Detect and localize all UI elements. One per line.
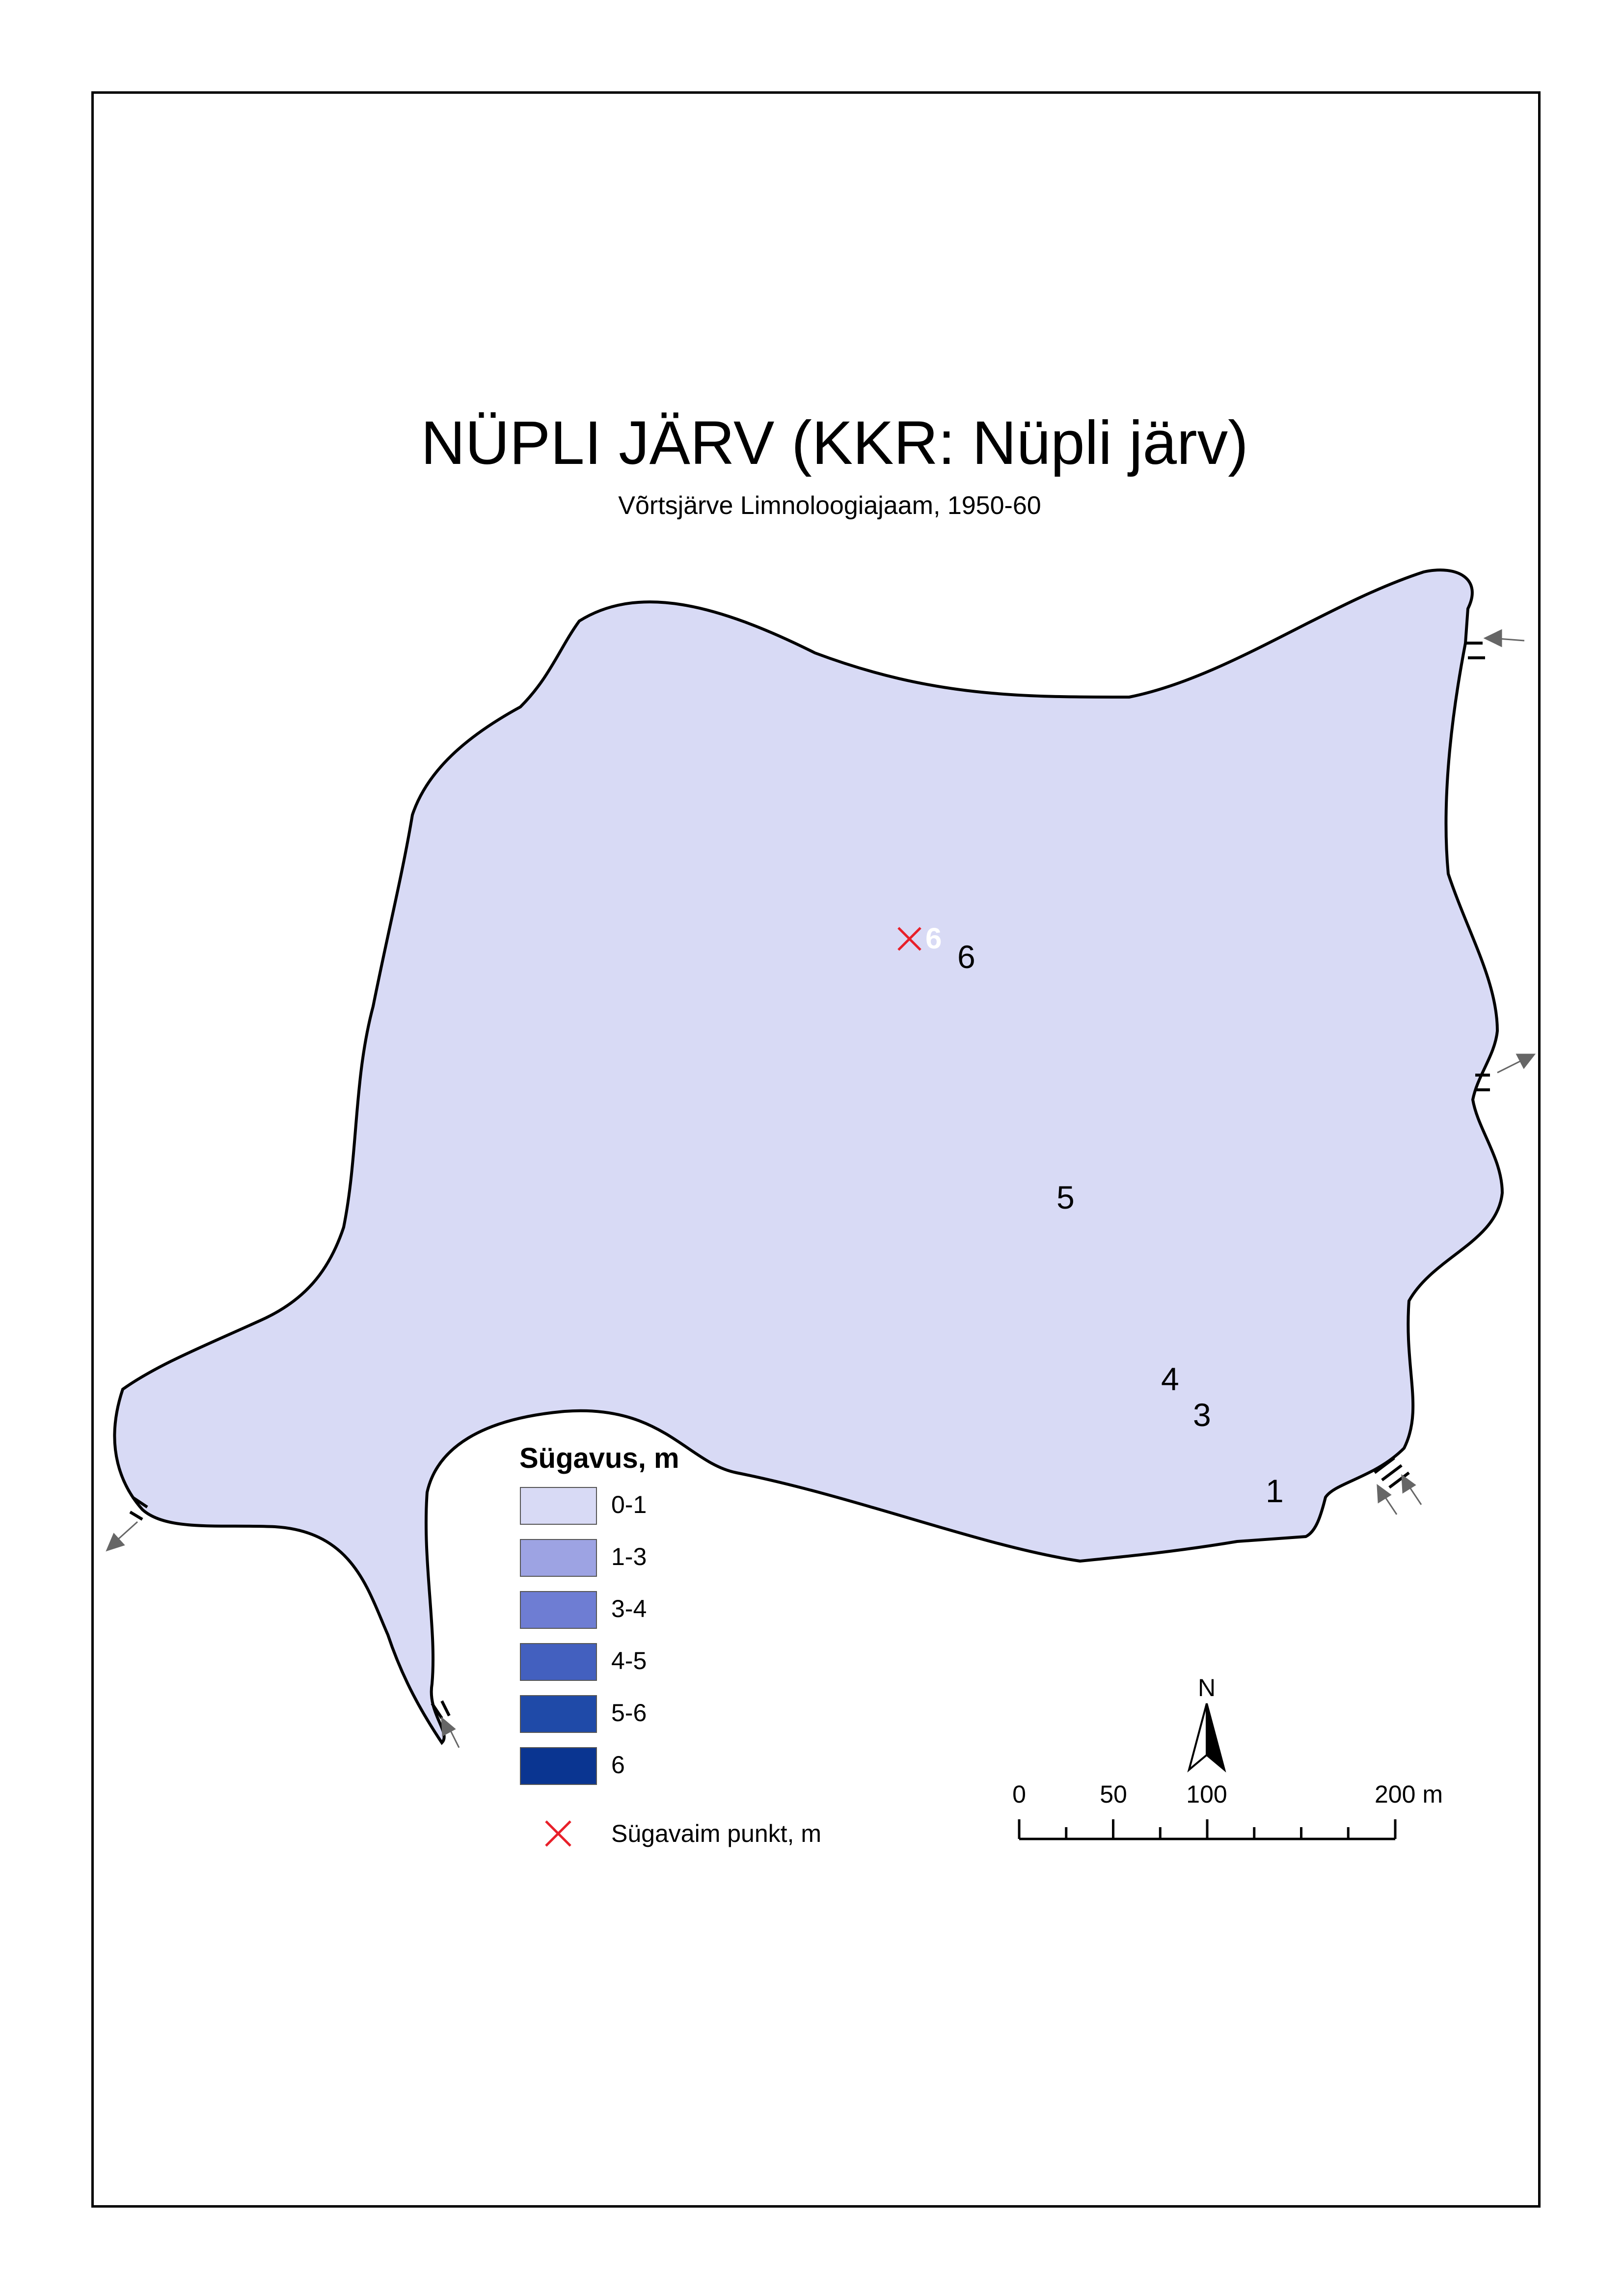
- deepest-point-x-b: [897, 927, 921, 951]
- legend-swatch-3-4: [520, 1591, 597, 1629]
- deepest-point-marker: [897, 927, 921, 951]
- north-arrow-right-half: [1206, 1703, 1226, 1773]
- channel-marker-s: [431, 1700, 451, 1719]
- flow-arrow-e-head: [1516, 1053, 1536, 1069]
- legend: Sügavus, m 0-1 1-3 3-4 4-5 5-6 6 Sügavai…: [519, 1442, 821, 1847]
- north-arrow: N: [1187, 1674, 1226, 1773]
- scale-bar-ticks: [1018, 1819, 1397, 1839]
- contour-label-1: 1: [1266, 1473, 1284, 1509]
- flow-arrow-s-head: [441, 1716, 456, 1737]
- legend-label-0-1: 0-1: [611, 1491, 647, 1518]
- channel-marker-e: [1475, 1074, 1490, 1091]
- channel-marker-ne: [1465, 642, 1485, 659]
- legend-swatch-6: [520, 1747, 597, 1785]
- flow-arrow-se-2-head: [1401, 1474, 1416, 1494]
- legend-label-3-4: 3-4: [611, 1595, 647, 1622]
- north-arrow-left-half: [1187, 1703, 1208, 1773]
- legend-swatch-4-5: [520, 1643, 597, 1681]
- scale-label-0: 0: [1012, 1781, 1026, 1808]
- legend-deepest-point-symbol: [545, 1820, 571, 1847]
- map-subtitle: Võrtsjärve Limnoloogiajaam, 1950-60: [618, 491, 1041, 520]
- deepest-point-value: 6: [925, 922, 942, 955]
- map-title: NÜPLI JÄRV (KKR: Nüpli järv): [421, 409, 1248, 477]
- legend-swatches: [520, 1487, 597, 1785]
- channel-marker-w: [129, 1496, 148, 1521]
- scale-label-50: 50: [1100, 1781, 1127, 1808]
- contour-label-5: 5: [1056, 1179, 1075, 1215]
- legend-label-1-3: 1-3: [611, 1543, 647, 1570]
- contour-label-6: 6: [957, 939, 975, 975]
- contour-label-3: 3: [1193, 1397, 1211, 1433]
- flow-arrows: [106, 629, 1536, 1748]
- legend-x-b: [545, 1820, 571, 1847]
- legend-label-4-5: 4-5: [611, 1647, 647, 1674]
- legend-swatch-0-1: [520, 1487, 597, 1525]
- legend-swatch-1-3: [520, 1539, 597, 1577]
- legend-label-6: 6: [611, 1751, 625, 1779]
- inflow-outflow-markers: [129, 642, 1490, 1719]
- north-arrow-label: N: [1198, 1674, 1216, 1701]
- scale-label-100: 100: [1186, 1781, 1227, 1808]
- flow-arrow-w-head: [106, 1533, 125, 1552]
- channel-marker-se: [1374, 1457, 1410, 1489]
- legend-title: Sügavus, m: [519, 1442, 679, 1474]
- legend-swatch-5-6: [520, 1695, 597, 1733]
- shoreline: [114, 570, 1502, 1743]
- legend-label-deepest-point: Sügavaim punkt, m: [611, 1820, 821, 1847]
- scale-label-200: 200 m: [1375, 1781, 1443, 1808]
- contour-label-4: 4: [1161, 1361, 1179, 1397]
- contour-labels: 6 5 4 3 1: [957, 939, 1284, 1509]
- flow-arrow-ne-head: [1483, 629, 1502, 648]
- scale-bar: 0 50 100 200 m: [1012, 1781, 1443, 1840]
- flow-arrow-se-1-head: [1377, 1484, 1392, 1504]
- map-frame: [91, 91, 1541, 2208]
- legend-label-5-6: 5-6: [611, 1699, 647, 1727]
